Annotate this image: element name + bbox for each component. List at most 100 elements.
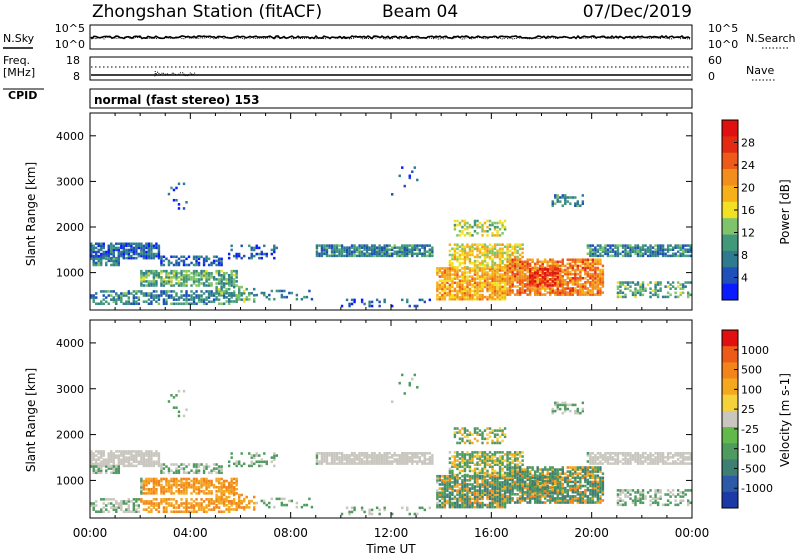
velocity-cell <box>175 479 178 483</box>
velocity-cell <box>451 476 454 480</box>
power-cell <box>473 277 477 280</box>
power-cell <box>157 302 161 306</box>
power-cell <box>589 252 592 256</box>
velocity-cell <box>461 457 464 460</box>
velocity-cell <box>142 485 146 489</box>
velocity-cell <box>360 458 364 461</box>
power-cell <box>398 174 401 178</box>
velocity-cell <box>463 495 467 499</box>
velocity-cell <box>466 479 469 482</box>
power-cell <box>167 278 171 281</box>
power-cell <box>463 251 467 255</box>
velocity-cell <box>476 467 479 471</box>
power-cell <box>180 282 183 285</box>
velocity-cell <box>406 460 409 463</box>
power-cell <box>604 246 607 249</box>
velocity-cell <box>195 463 198 466</box>
power-cell <box>631 293 635 297</box>
velocity-cell <box>107 462 110 466</box>
velocity-cell <box>323 452 326 455</box>
power-cell <box>162 280 166 283</box>
power-cell <box>385 248 389 251</box>
velocity-cell <box>428 462 432 465</box>
power-cell <box>523 272 527 276</box>
velocity-cell <box>353 452 356 455</box>
power-cell <box>345 246 349 249</box>
velocity-cell <box>147 456 151 459</box>
velocity-cell <box>165 502 168 505</box>
velocity-cell <box>523 472 527 475</box>
power-cell <box>147 242 151 246</box>
power-cell <box>127 252 131 256</box>
power-cell <box>227 302 231 306</box>
power-cell <box>102 252 105 256</box>
power-cell <box>466 285 469 289</box>
velocity-cell <box>451 473 454 477</box>
power-cell <box>152 254 156 258</box>
power-cell <box>533 289 537 292</box>
power-cell <box>448 283 452 287</box>
power-cell <box>488 255 492 259</box>
power-cell <box>538 291 542 294</box>
power-cell <box>513 264 517 268</box>
velocity-cell <box>385 452 389 455</box>
power-cell <box>601 285 605 288</box>
velocity-cell <box>443 476 447 480</box>
power-cell <box>641 281 645 284</box>
power-cell <box>160 284 163 287</box>
power-cell <box>202 292 206 295</box>
power-cell <box>561 293 564 296</box>
power-cell <box>416 304 419 308</box>
power-cell <box>165 282 168 285</box>
velocity-cell <box>418 460 421 463</box>
power-cell <box>112 300 115 303</box>
velocity-cell <box>501 476 504 480</box>
power-cell <box>230 273 233 277</box>
velocity-cell <box>180 490 183 493</box>
velocity-cell <box>142 454 146 457</box>
power-cell <box>92 261 95 265</box>
power-cell <box>649 246 652 249</box>
power-cell <box>100 248 103 252</box>
power-cell <box>584 258 587 262</box>
power-cell <box>541 276 544 279</box>
velocity-cell <box>152 481 156 485</box>
velocity-cell <box>215 499 218 503</box>
power-cell <box>516 243 519 246</box>
velocity-cell <box>135 510 138 513</box>
velocity-cell <box>521 459 524 462</box>
power-cell <box>461 253 464 257</box>
power-cell <box>170 186 173 190</box>
power-cell <box>170 284 173 287</box>
velocity-cell <box>273 452 276 455</box>
velocity-cell <box>443 485 447 488</box>
power-cell <box>556 276 559 279</box>
power-cell <box>594 276 597 280</box>
velocity-cell <box>496 459 499 462</box>
power-cell <box>681 283 685 286</box>
power-cell <box>596 283 600 286</box>
velocity-cell <box>112 465 115 468</box>
power-cell <box>481 283 484 287</box>
power-cell <box>150 256 153 260</box>
power-cell <box>453 249 457 253</box>
velocity-cell <box>491 487 494 490</box>
power-cell <box>591 262 595 266</box>
power-cell <box>584 268 587 272</box>
power-cell <box>461 277 464 280</box>
power-cell <box>463 227 467 231</box>
velocity-cell <box>202 471 206 475</box>
power-cell <box>461 225 464 229</box>
velocity-cell <box>516 484 519 488</box>
velocity-cell <box>145 477 148 481</box>
velocity-cell <box>416 454 419 457</box>
power-cell <box>466 227 469 231</box>
power-cell <box>142 256 146 260</box>
velocity-cell <box>483 451 487 454</box>
power-cell <box>461 293 464 297</box>
power-cell <box>476 291 479 295</box>
power-cell <box>137 244 141 248</box>
power-cell <box>142 280 146 283</box>
power-cell <box>157 244 161 248</box>
power-cell <box>375 252 379 256</box>
